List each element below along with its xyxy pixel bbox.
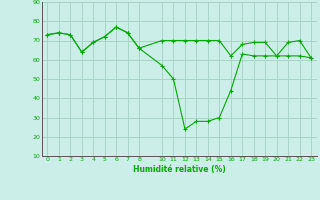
X-axis label: Humidité relative (%): Humidité relative (%) bbox=[133, 165, 226, 174]
